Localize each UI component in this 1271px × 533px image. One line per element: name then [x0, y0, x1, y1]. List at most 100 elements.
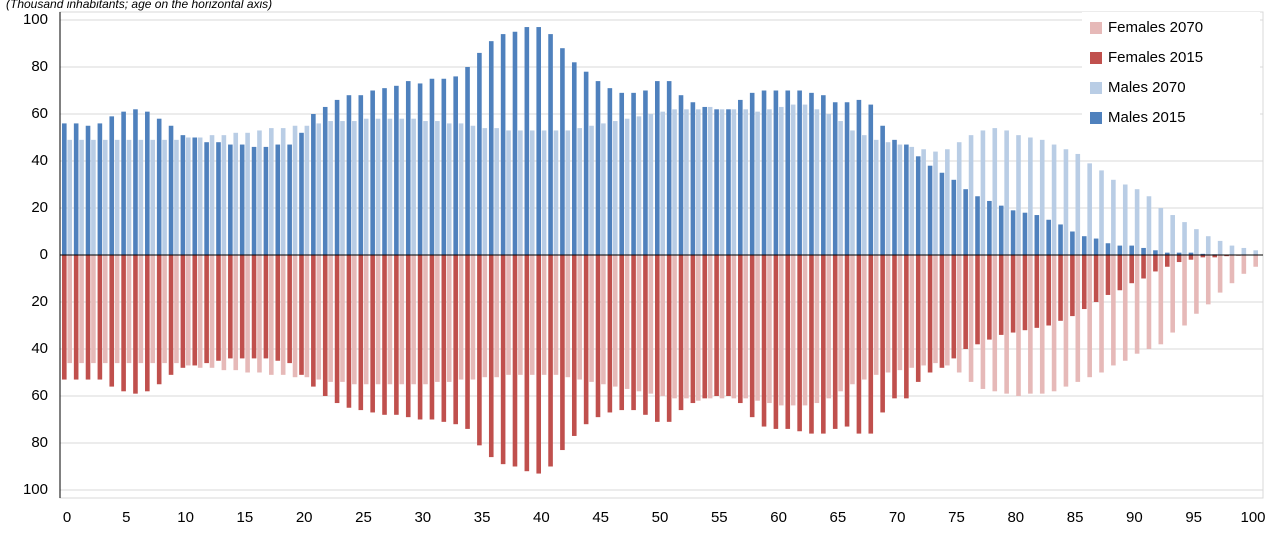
bar: [999, 255, 1004, 335]
bar: [732, 255, 737, 398]
bar: [791, 105, 796, 255]
bar: [785, 91, 790, 256]
bar: [684, 109, 689, 255]
bar: [904, 145, 909, 255]
bar: [554, 255, 559, 375]
bar: [560, 48, 565, 255]
bar: [1141, 255, 1146, 279]
bar: [1087, 163, 1092, 255]
bar: [743, 255, 748, 398]
bar: [222, 255, 227, 370]
bar: [952, 255, 957, 358]
bar: [767, 255, 772, 403]
bar: [1253, 250, 1258, 255]
bar: [1076, 255, 1081, 382]
y-tick-label: 60: [31, 387, 48, 404]
bar: [169, 255, 174, 375]
bar: [210, 135, 215, 255]
legend-label: Females 2015: [1108, 49, 1203, 66]
bar: [874, 255, 879, 375]
bar: [388, 119, 393, 255]
bar: [79, 140, 84, 255]
legend-swatch: [1090, 52, 1102, 64]
bar: [969, 255, 974, 382]
bar: [655, 81, 660, 255]
bar: [755, 255, 760, 401]
bar: [1153, 250, 1158, 255]
x-tick-label: 100: [1240, 509, 1265, 526]
bar: [501, 34, 506, 255]
bar: [530, 130, 535, 255]
bar: [608, 255, 613, 412]
bar: [340, 255, 345, 382]
bar: [382, 88, 387, 255]
bar: [750, 93, 755, 255]
bar: [133, 255, 138, 394]
bar: [513, 32, 518, 255]
bar: [311, 114, 316, 255]
bar: [1165, 255, 1170, 267]
bar: [892, 255, 897, 398]
bar: [399, 255, 404, 384]
bar: [637, 116, 642, 255]
bar: [957, 255, 962, 373]
bar: [287, 145, 292, 255]
bar: [139, 255, 144, 363]
bar: [631, 255, 636, 410]
y-tick-label: 40: [31, 152, 48, 169]
bar: [1111, 255, 1116, 365]
bar: [708, 255, 713, 398]
bar: [862, 135, 867, 255]
bar: [1206, 255, 1211, 304]
bar: [323, 107, 328, 255]
bar: [981, 255, 986, 389]
bar: [376, 255, 381, 384]
x-tick-label: 85: [1067, 509, 1084, 526]
bar: [388, 255, 393, 384]
bar: [572, 62, 577, 255]
bar: [240, 255, 245, 358]
bar: [1040, 255, 1045, 394]
bar: [447, 123, 452, 255]
x-tick-label: 45: [592, 509, 609, 526]
bar: [584, 72, 589, 255]
bar: [411, 119, 416, 255]
bar: [601, 123, 606, 255]
bar: [525, 255, 530, 471]
bar: [1064, 255, 1069, 387]
bar: [245, 255, 250, 373]
bar: [1194, 229, 1199, 255]
bar: [394, 255, 399, 415]
bar: [732, 109, 737, 255]
bar: [738, 255, 743, 403]
x-tick-label: 95: [1185, 509, 1202, 526]
bar: [1023, 255, 1028, 330]
bar: [494, 128, 499, 255]
bar: [127, 140, 132, 255]
bar: [803, 105, 808, 255]
x-tick-label: 55: [711, 509, 728, 526]
bar: [750, 255, 755, 417]
bar: [738, 100, 743, 255]
bar: [619, 93, 624, 255]
bar: [803, 255, 808, 405]
bar: [577, 255, 582, 380]
bar: [797, 255, 802, 431]
x-tick-label: 20: [296, 509, 313, 526]
bar: [1076, 154, 1081, 255]
bar: [1194, 255, 1199, 314]
bar: [430, 79, 435, 255]
bar: [821, 255, 826, 434]
bar: [1118, 246, 1123, 255]
bar: [815, 109, 820, 255]
bar: [162, 255, 167, 363]
bar: [133, 109, 138, 255]
bar: [679, 95, 684, 255]
x-tick-label: 40: [533, 509, 550, 526]
bar: [1123, 185, 1128, 256]
bar: [969, 135, 974, 255]
bar: [86, 126, 91, 255]
bar: [940, 173, 945, 255]
bar: [411, 255, 416, 384]
